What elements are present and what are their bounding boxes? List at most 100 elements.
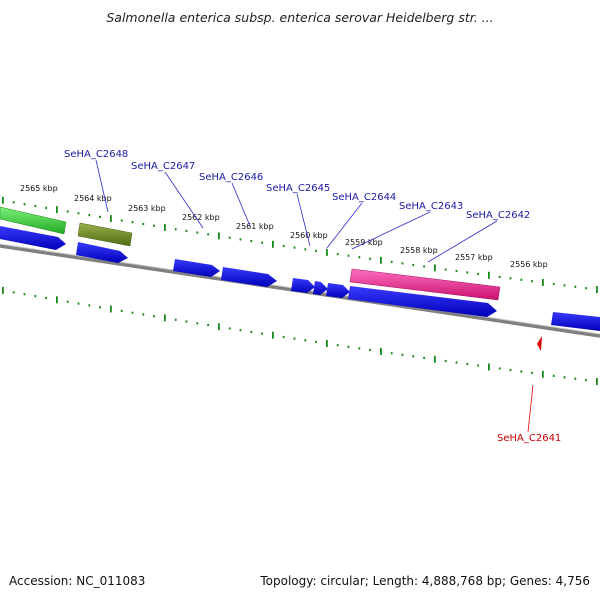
minor-tick [315, 340, 317, 343]
trna-marker[interactable] [537, 336, 542, 351]
minor-tick [196, 231, 199, 234]
minor-tick [423, 265, 425, 268]
minor-tick [153, 315, 155, 318]
minor-tick [142, 222, 145, 226]
major-tick [434, 355, 436, 363]
minor-tick [293, 246, 296, 249]
minor-tick [239, 238, 242, 241]
cds-arrow[interactable] [291, 278, 315, 293]
label-leaders [95, 159, 534, 433]
cds-arrow[interactable] [0, 226, 66, 250]
minor-tick [585, 379, 587, 382]
minor-tick [196, 322, 199, 325]
minor-tick [369, 348, 371, 352]
minor-tick [466, 362, 469, 366]
minor-tick [153, 224, 155, 227]
scale-labels: 2565 kbp 2564 kbp 2563 kbp 2562 kbp 2561… [20, 184, 548, 269]
minor-tick [358, 256, 361, 259]
major-tick [542, 279, 544, 286]
minor-tick [142, 313, 145, 316]
pink-feature[interactable] [349, 268, 501, 301]
major-tick [56, 206, 58, 214]
gene-label[interactable]: SeHA_C2643 [399, 201, 463, 212]
major-tick [2, 286, 4, 294]
major-tick [596, 378, 598, 385]
major-tick [218, 323, 220, 331]
minor-tick [401, 262, 404, 265]
minor-tick [520, 278, 523, 281]
minor-tick [99, 306, 101, 309]
major-tick [596, 286, 598, 293]
minor-tick [120, 219, 123, 222]
minor-tick [498, 275, 501, 278]
minor-tick [131, 221, 134, 224]
gene-label[interactable]: SeHA_C2642 [466, 210, 530, 221]
minor-tick [45, 206, 47, 209]
minor-tick [304, 339, 307, 342]
minor-tick [477, 364, 479, 367]
minor-tick [12, 201, 15, 204]
cds-arrow[interactable] [348, 286, 497, 317]
minor-tick [455, 269, 458, 273]
cds-arrow[interactable] [313, 281, 328, 295]
minor-tick [77, 212, 80, 215]
minor-tick [12, 291, 15, 294]
scale-label: 2561 kbp [236, 222, 274, 231]
minor-tick [77, 302, 80, 305]
olive-feature[interactable] [77, 222, 133, 247]
minor-tick [185, 320, 188, 323]
minor-tick [239, 329, 242, 332]
gene-labels: SeHA_C2648 SeHA_C2647 SeHA_C2646 SeHA_C2… [64, 149, 561, 444]
minor-tick [174, 228, 177, 231]
minor-tick [563, 376, 566, 379]
minor-tick [455, 361, 458, 364]
gene-label[interactable]: SeHA_C2641 [497, 433, 561, 444]
cds-track [0, 226, 600, 331]
minor-tick [369, 257, 371, 260]
minor-tick [390, 352, 393, 355]
minor-tick [45, 296, 47, 300]
minor-tick [66, 300, 69, 303]
major-tick [218, 232, 220, 240]
minor-tick [131, 311, 134, 314]
scale-label: 2564 kbp [74, 194, 112, 203]
minor-tick [574, 377, 577, 380]
gene-label[interactable]: SeHA_C2644 [332, 192, 396, 203]
minor-tick [174, 318, 177, 321]
minor-tick [304, 248, 307, 251]
minor-tick [207, 233, 209, 236]
minor-tick [477, 272, 479, 276]
scale-label: 2565 kbp [20, 184, 58, 193]
scale-label: 2560 kbp [290, 231, 328, 240]
minor-tick [552, 374, 555, 377]
minor-tick [423, 356, 425, 359]
minor-tick [563, 284, 566, 287]
major-tick [488, 363, 490, 371]
rrna-feature[interactable] [0, 206, 67, 235]
minor-tick [99, 215, 101, 218]
major-tick [542, 370, 544, 378]
major-tick [272, 240, 274, 248]
minor-tick [315, 249, 317, 252]
cds-arrow[interactable] [326, 283, 350, 298]
major-tick [164, 314, 166, 322]
cds-arrow[interactable] [221, 267, 277, 287]
major-tick [56, 296, 58, 304]
gene-label[interactable]: SeHA_C2648 [64, 149, 128, 160]
gene-label[interactable]: SeHA_C2646 [199, 172, 263, 183]
minor-tick [412, 263, 415, 267]
gene-label[interactable]: SeHA_C2645 [266, 183, 330, 194]
minor-tick [444, 268, 447, 271]
gene-label[interactable]: SeHA_C2647 [131, 161, 195, 172]
cds-arrow[interactable] [76, 242, 128, 263]
cds-arrow[interactable] [551, 312, 600, 331]
minor-tick [520, 370, 523, 373]
minor-tick [282, 335, 285, 339]
minor-tick [250, 240, 253, 243]
minor-tick [228, 327, 231, 330]
scale-track-inner [2, 286, 598, 385]
minor-tick [531, 371, 533, 375]
cds-arrow[interactable] [173, 259, 220, 277]
scale-label: 2556 kbp [510, 260, 548, 269]
